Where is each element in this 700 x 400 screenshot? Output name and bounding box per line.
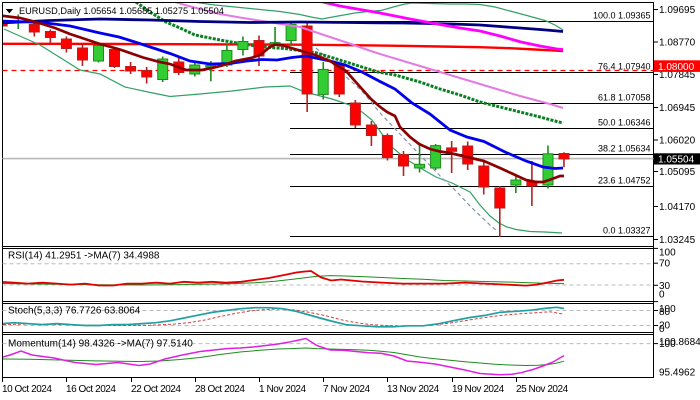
svg-text:1.06020: 1.06020 (659, 136, 696, 147)
svg-text:1.09695: 1.09695 (659, 5, 696, 16)
svg-text:76.4 1.07940: 76.4 1.07940 (598, 62, 651, 72)
svg-text:95.4962: 95.4962 (659, 368, 696, 379)
svg-text:EURUSD,Daily 1.05654 1.05685: EURUSD,Daily 1.05654 1.05685 1.05275 1.0… (19, 6, 224, 16)
svg-text:25 Nov 2024: 25 Nov 2024 (516, 384, 569, 395)
svg-text:1 Nov 2024: 1 Nov 2024 (259, 384, 307, 395)
svg-text:20: 20 (659, 321, 671, 332)
svg-text:Stoch(5,3,3) 76.7726 63.8064: Stoch(5,3,3) 76.7726 63.8064 (8, 306, 141, 317)
svg-text:Momentum(14) 98.4326 ->MA(7): Momentum(14) 98.4326 ->MA(7) 97.5140 (8, 339, 193, 350)
svg-text:16 Oct 2024: 16 Oct 2024 (66, 384, 116, 395)
svg-text:50.0 1.06346: 50.0 1.06346 (598, 118, 651, 128)
svg-text:1.06945: 1.06945 (659, 103, 696, 114)
svg-text:100: 100 (659, 304, 676, 315)
svg-text:80: 80 (659, 307, 671, 318)
svg-text:70: 70 (659, 259, 671, 270)
svg-text:7 Nov 2024: 7 Nov 2024 (323, 384, 371, 395)
svg-text:22 Oct 2024: 22 Oct 2024 (131, 384, 181, 395)
svg-text:1.08000: 1.08000 (658, 62, 695, 73)
svg-text:1.04170: 1.04170 (659, 202, 696, 213)
svg-text:1.07845: 1.07845 (659, 70, 696, 81)
svg-text:13 Nov 2024: 13 Nov 2024 (387, 384, 440, 395)
svg-text:RSI(14) 41.2951 ->MA(7) 34.4: RSI(14) 41.2951 ->MA(7) 34.4988 (8, 251, 160, 262)
svg-text:19 Nov 2024: 19 Nov 2024 (452, 384, 505, 395)
svg-text:10 Oct 2024: 10 Oct 2024 (2, 384, 52, 395)
svg-text:1.08770: 1.08770 (659, 38, 696, 49)
svg-text:1.05095: 1.05095 (659, 167, 696, 178)
svg-text:28 Oct 2024: 28 Oct 2024 (195, 384, 245, 395)
svg-text:0: 0 (659, 290, 665, 301)
svg-text:0.0 1.03327: 0.0 1.03327 (603, 226, 651, 236)
svg-text:100: 100 (659, 248, 676, 259)
svg-text:61.8 1.07058: 61.8 1.07058 (598, 93, 651, 103)
svg-text:38.2 1.05634: 38.2 1.05634 (598, 144, 651, 154)
svg-text:0: 0 (659, 324, 665, 335)
svg-text:100: 100 (659, 339, 676, 350)
svg-text:1.03245: 1.03245 (659, 235, 696, 246)
svg-text:23.6 1.04752: 23.6 1.04752 (598, 176, 651, 186)
svg-text:1.05504: 1.05504 (658, 154, 695, 165)
svg-text:30: 30 (659, 281, 671, 292)
svg-text:100.8684: 100.8684 (659, 337, 700, 348)
svg-text:100.0 1.09365: 100.0 1.09365 (593, 11, 651, 21)
